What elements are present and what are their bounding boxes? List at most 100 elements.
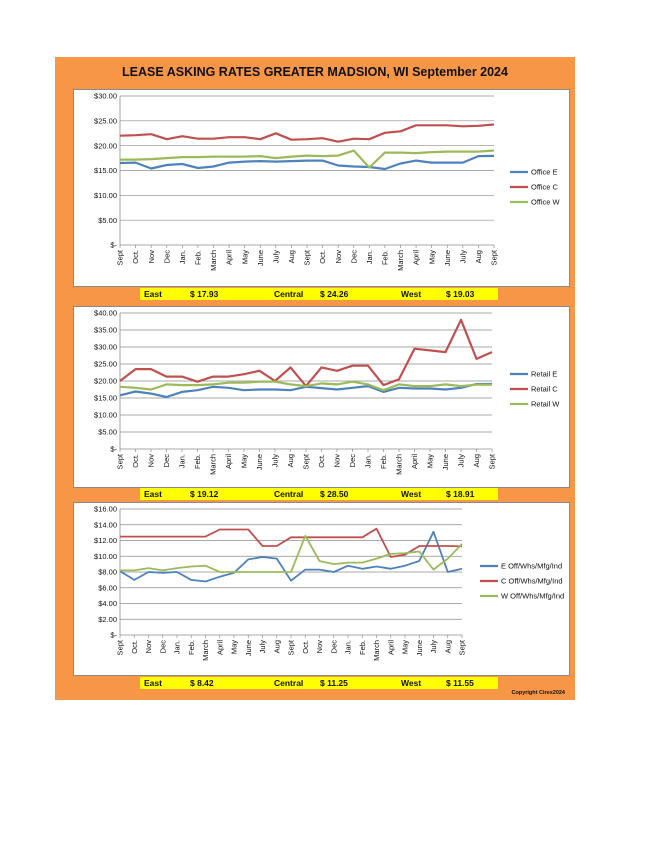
x-tick-label: Nov <box>333 454 342 468</box>
east-value: $ 19.12 <box>190 489 219 499</box>
y-tick-label: $- <box>110 241 117 250</box>
x-tick-label: June <box>415 640 424 656</box>
x-tick-label: Oct. <box>317 454 326 468</box>
y-tick-label: $6.00 <box>98 583 117 592</box>
report-title: LEASE ASKING RATES GREATER MADSION, WI S… <box>122 65 508 79</box>
x-tick-label: Jan. <box>178 454 187 468</box>
x-tick-label: May <box>401 640 410 654</box>
x-tick-label: Sept <box>490 249 499 265</box>
line-chart-0: $30.00$25.00$20.00$15.00$10.00$5.00$-Sep… <box>94 92 561 271</box>
x-tick-label: July <box>457 454 466 468</box>
x-tick-label: Oct. <box>131 454 140 468</box>
west-value: $ 18.91 <box>446 489 475 499</box>
x-tick-label: Sept <box>116 249 125 265</box>
y-tick-label: $- <box>110 631 117 640</box>
y-tick-label: $8.00 <box>98 568 117 577</box>
x-tick-label: March <box>201 640 210 661</box>
central-label: Central <box>274 678 304 688</box>
retail-summary-bar: East $ 19.12 Central $ 28.50 West $ 18.9… <box>140 488 498 500</box>
x-tick-label: Feb. <box>194 250 203 265</box>
x-tick-label: May <box>240 454 249 468</box>
east-value: $ 17.93 <box>190 289 219 299</box>
x-tick-label: May <box>426 454 435 468</box>
central-value: $ 24.26 <box>320 289 349 299</box>
industrial-summary-bar: East $ 8.42 Central $ 11.25 West $ 11.55 <box>140 677 498 689</box>
east-label: East <box>144 289 162 299</box>
y-tick-label: $20.00 <box>94 141 117 150</box>
x-tick-label: April <box>386 640 395 655</box>
x-tick-label: Aug <box>443 640 452 653</box>
central-label: Central <box>274 489 304 499</box>
x-tick-label: March <box>396 250 405 271</box>
y-tick-label: $5.00 <box>98 216 117 225</box>
x-tick-label: Aug <box>287 250 296 263</box>
x-tick-label: Oct. <box>318 250 327 264</box>
retail-chart-panel: $40.00 $35.00 $30.00 $25.00 $20.00 $15.00 $10.… <box>73 306 570 488</box>
x-tick-label: June <box>244 640 253 656</box>
x-tick-label: Feb. <box>187 640 196 655</box>
line-chart-1: $40.00 $35.00 $30.00 $25.00 $20.00 $15.00 $10.… <box>94 309 560 475</box>
x-tick-label: Nov <box>144 640 153 654</box>
series-line-w-off-whs-mfg-ind <box>120 534 463 573</box>
x-tick-label: July <box>271 454 280 468</box>
central-label: Central <box>274 289 304 299</box>
x-tick-label: Dec <box>329 640 338 654</box>
x-tick-label: Feb. <box>379 454 388 469</box>
y-tick-label: $4.00 <box>98 599 117 608</box>
legend-label: Office W <box>531 198 561 207</box>
x-tick-label: July <box>258 640 267 654</box>
y-tick-label: $30.00 <box>94 343 117 352</box>
x-tick-label: Sept <box>116 453 125 469</box>
y-tick-label: $10.00 <box>94 552 117 561</box>
y-tick-label: $2.00 <box>98 615 117 624</box>
series-line-office-w <box>120 149 495 169</box>
x-tick-label: June <box>441 454 450 470</box>
legend-label: Office E <box>531 168 558 177</box>
x-tick-label: Nov <box>147 454 156 468</box>
west-label: West <box>401 489 422 499</box>
x-tick-label: April <box>410 454 419 469</box>
east-label: East <box>144 678 162 688</box>
x-tick-label: Feb. <box>193 454 202 469</box>
legend-label: Retail E <box>531 370 557 379</box>
x-tick-label: Nov <box>315 640 324 654</box>
x-tick-label: July <box>458 250 467 264</box>
x-tick-label: Dec <box>349 250 358 264</box>
central-value: $ 28.50 <box>320 489 349 499</box>
x-tick-label: April <box>225 250 234 265</box>
y-tick-label: $12.00 <box>94 536 117 545</box>
x-tick-label: Jan. <box>178 250 187 264</box>
y-tick-label: $15.00 <box>94 166 117 175</box>
series-line-c-off-whs-mfg-ind <box>120 527 463 558</box>
x-tick-label: Jan. <box>173 640 182 654</box>
line-chart-2: $16.00 $14.00 $12.00 $10.00 $8.00 $6.00 $4.00 $… <box>94 505 564 661</box>
x-tick-label: July <box>271 250 280 264</box>
series-line-e-off-whs-mfg-ind <box>119 530 463 583</box>
x-tick-label: March <box>209 250 218 271</box>
x-tick-label: Oct. <box>131 250 140 264</box>
x-tick-label: Jan. <box>365 250 374 264</box>
y-tick-label: $10.00 <box>94 191 117 200</box>
x-tick-label: Sept <box>303 249 312 265</box>
y-tick-label: $5.00 <box>98 428 117 437</box>
x-tick-label: Aug <box>474 250 483 263</box>
x-tick-label: Jan. <box>364 454 373 468</box>
x-tick-label: May <box>230 640 239 654</box>
x-tick-label: Nov <box>147 250 156 264</box>
x-tick-label: April <box>224 454 233 469</box>
x-tick-label: Dec <box>158 640 167 654</box>
west-value: $ 11.55 <box>446 678 474 688</box>
west-label: West <box>401 289 422 299</box>
x-tick-label: March <box>395 454 404 475</box>
y-tick-label: $16.00 <box>94 505 117 514</box>
x-tick-label: Aug <box>286 454 295 467</box>
x-tick-label: Feb. <box>358 640 367 655</box>
x-tick-label: July <box>429 640 438 654</box>
series-line-retail-w <box>119 380 492 392</box>
y-tick-label: $40.00 <box>94 309 117 318</box>
x-tick-label: Sept <box>488 453 497 469</box>
east-label: East <box>144 489 162 499</box>
legend-label: Office C <box>531 183 559 192</box>
series-line-office-e <box>119 154 495 171</box>
x-tick-label: Sept <box>302 453 311 469</box>
